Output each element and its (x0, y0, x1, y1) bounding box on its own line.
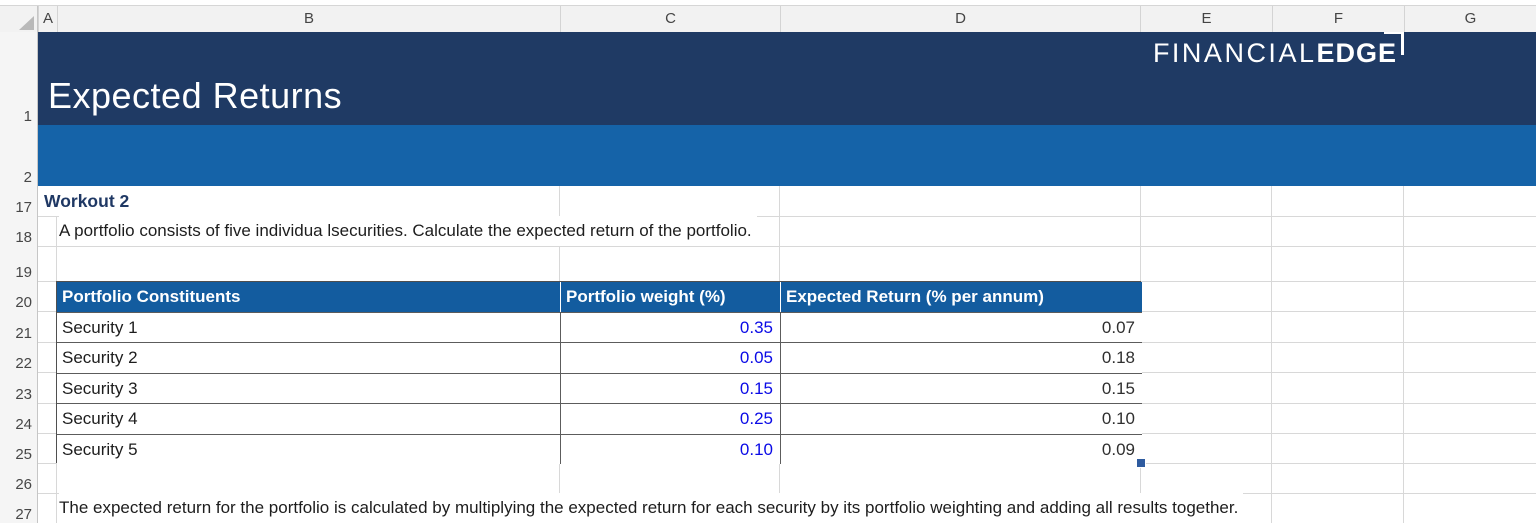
column-header-d[interactable]: D (780, 6, 1140, 32)
weight-cell-5[interactable]: 0.10 (561, 433, 781, 464)
gridline (0, 246, 1536, 247)
table-header-constituents[interactable]: Portfolio Constituents (57, 282, 561, 312)
weight-cell-2[interactable]: 0.05 (561, 342, 781, 373)
gridline (0, 216, 1536, 217)
weight-cell-1[interactable]: 0.35 (561, 312, 781, 343)
row-header-21[interactable]: 21 (15, 325, 32, 342)
banner-cell[interactable]: Expected Returns FINANCIALEDGE (38, 31, 1536, 125)
column-header-a[interactable]: A (38, 6, 57, 32)
weight-cell-3[interactable]: 0.15 (561, 372, 781, 404)
return-cell-4[interactable]: 0.10 (781, 403, 1142, 434)
row-header-1[interactable]: 1 (23, 108, 32, 125)
banner-band-cell[interactable] (38, 125, 1536, 186)
financial-edge-logo: FINANCIALEDGE (1152, 31, 1404, 69)
return-cell-2[interactable]: 0.18 (781, 342, 1142, 373)
logo-bracket-icon (1384, 31, 1404, 55)
page-title: Expected Returns (48, 75, 343, 116)
return-cell-3[interactable]: 0.15 (781, 372, 1142, 404)
column-header-e[interactable]: E (1140, 6, 1272, 32)
summary-cell[interactable]: The expected return for the portfolio is… (59, 493, 1244, 523)
row-header-gutter (0, 31, 38, 523)
row-header-18[interactable]: 18 (15, 229, 32, 246)
row-header-19[interactable]: 19 (15, 264, 32, 281)
select-all-corner[interactable] (0, 6, 38, 32)
logo-text-thin: FINANCIAL (1152, 38, 1317, 68)
column-header-f[interactable]: F (1272, 6, 1404, 32)
constituent-cell-5[interactable]: Security 5 (57, 433, 561, 464)
gridline (1403, 186, 1404, 523)
row-header-17[interactable]: 17 (15, 199, 32, 216)
select-all-triangle-icon (19, 16, 34, 30)
gridline (1271, 186, 1272, 523)
constituent-cell-2[interactable]: Security 2 (57, 342, 561, 373)
row-header-2[interactable]: 2 (23, 169, 32, 186)
row-header-25[interactable]: 25 (15, 446, 32, 463)
weight-cell-4[interactable]: 0.25 (561, 403, 781, 434)
workout-heading-cell[interactable]: Workout 2 (44, 186, 135, 216)
return-cell-5[interactable]: 0.09 (781, 433, 1142, 464)
row-header-26[interactable]: 26 (15, 476, 32, 493)
table-header-weight[interactable]: Portfolio weight (%) (561, 282, 781, 312)
table-header-return[interactable]: Expected Return (% per annum) (781, 282, 1142, 312)
constituent-cell-4[interactable]: Security 4 (57, 403, 561, 434)
fill-handle[interactable] (1136, 458, 1146, 468)
row-header-22[interactable]: 22 (15, 355, 32, 372)
row-header-27[interactable]: 27 (15, 506, 32, 523)
column-header-c[interactable]: C (560, 6, 780, 32)
row-header-24[interactable]: 24 (15, 416, 32, 433)
portfolio-table: Portfolio Constituents Portfolio weight (… (56, 281, 1142, 464)
instruction-cell[interactable]: A portfolio consists of five individua l… (59, 216, 757, 246)
column-header-g[interactable]: G (1404, 6, 1536, 32)
constituent-cell-3[interactable]: Security 3 (57, 372, 561, 404)
column-header-b[interactable]: B (57, 6, 560, 32)
constituent-cell-1[interactable]: Security 1 (57, 312, 561, 343)
row-header-23[interactable]: 23 (15, 386, 32, 403)
row-header-20[interactable]: 20 (15, 294, 32, 311)
logo-text-bold: EDGE (1316, 38, 1397, 68)
return-cell-1[interactable]: 0.07 (781, 312, 1142, 343)
